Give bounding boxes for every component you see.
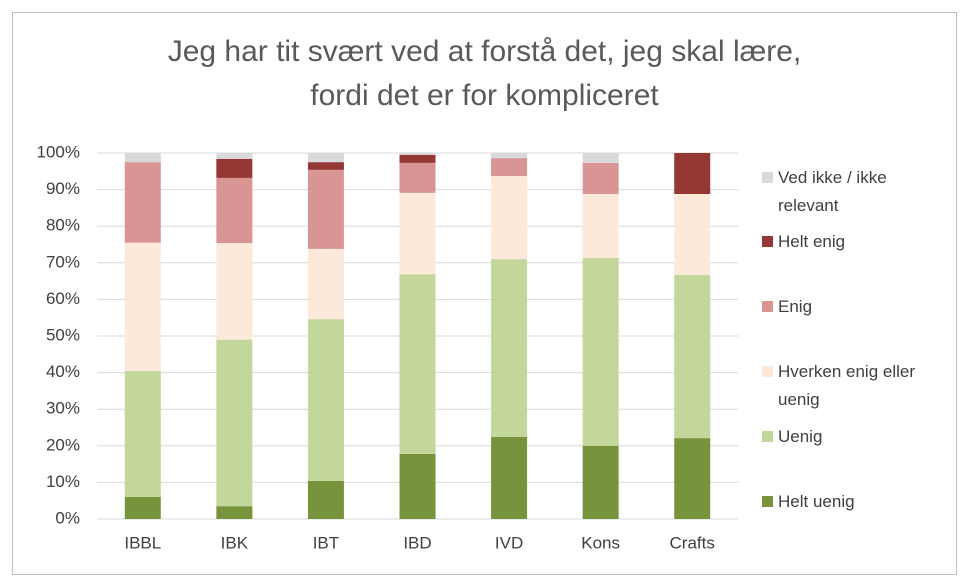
x-tick-label: IVD — [495, 533, 523, 552]
legend-swatch — [762, 236, 773, 247]
legend-swatch — [762, 431, 773, 442]
x-tick-label: IBK — [221, 533, 249, 552]
bar-segment — [582, 193, 619, 259]
bar-segment — [399, 192, 436, 275]
bar-segment — [491, 158, 528, 177]
bar-segment — [491, 437, 528, 519]
bar-segment — [124, 162, 161, 243]
legend-swatch — [762, 366, 773, 377]
bar-segment — [399, 162, 436, 193]
bar-segment — [399, 453, 436, 519]
bar-segment — [399, 153, 436, 155]
bar-segment — [491, 153, 528, 159]
legend-label: Ved ikke / ikke relevant — [778, 168, 887, 215]
x-tick-label: IBBL — [124, 533, 161, 552]
bar-segment — [216, 153, 253, 159]
legend-item: Uenig — [762, 423, 948, 451]
bar-segment — [582, 258, 619, 446]
legend-label: Helt uenig — [778, 492, 855, 511]
chart-title: Jeg har tit svært ved at forstå det, jeg… — [167, 35, 802, 112]
y-tick-label: 80% — [46, 216, 80, 235]
y-tick-label: 40% — [46, 362, 80, 381]
bar-segment — [582, 162, 619, 194]
bar-segment — [307, 169, 344, 249]
bar-segment — [582, 445, 619, 519]
bar-segment — [491, 176, 528, 260]
legend-item: Enig — [762, 293, 948, 321]
bar-segment — [307, 480, 344, 519]
y-tick-label: 30% — [46, 399, 80, 418]
bar-segment — [307, 248, 344, 320]
bar-segment — [216, 177, 253, 244]
y-tick-label: 20% — [46, 435, 80, 454]
bar-segment — [674, 193, 711, 275]
bar-segment — [124, 242, 161, 371]
bar-segment — [674, 274, 711, 439]
y-tick-label: 50% — [46, 325, 80, 344]
legend-swatch — [762, 496, 773, 507]
x-tick-label: IBT — [313, 533, 339, 552]
y-tick-label: 0% — [55, 508, 80, 527]
bar-segment — [307, 319, 344, 481]
bar-segment — [216, 339, 253, 507]
y-tick-label: 60% — [46, 289, 80, 308]
x-tick-label: Kons — [581, 533, 620, 552]
bar-segment — [216, 506, 253, 519]
bar-segment — [674, 438, 711, 519]
legend-item: Hverken enig eller uenig — [762, 358, 948, 414]
legend-label: Helt enig — [778, 232, 846, 251]
legend-label: Hverken enig eller uenig — [778, 362, 916, 409]
bar-segment — [307, 162, 344, 170]
y-tick-label: 90% — [46, 179, 80, 198]
legend-label: Enig — [778, 297, 813, 316]
legend-label: Uenig — [778, 427, 823, 446]
bar-segment — [124, 497, 161, 519]
y-tick-label: 100% — [37, 142, 80, 161]
y-tick-label: 10% — [46, 472, 80, 491]
bar-segment — [582, 153, 619, 163]
bar-segment — [399, 154, 436, 163]
legend-swatch — [762, 172, 773, 183]
bar-segment — [491, 259, 528, 438]
x-tick-label: Crafts — [670, 533, 715, 552]
legend-item: Ved ikke / ikke relevant — [762, 164, 948, 220]
legend-item: Helt enig — [762, 228, 948, 256]
bar-segment — [124, 153, 161, 163]
bar-segment — [124, 370, 161, 498]
chart-frame — [12, 12, 957, 575]
bar-segment — [307, 153, 344, 163]
y-tick-label: 70% — [46, 252, 80, 271]
bar-segment — [399, 274, 436, 454]
bar-segment — [216, 158, 253, 178]
bar-segment — [674, 153, 711, 194]
legend-item: Helt uenig — [762, 488, 948, 516]
x-tick-label: IBD — [403, 533, 431, 552]
legend-swatch — [762, 301, 773, 312]
bar-segment — [216, 243, 253, 340]
